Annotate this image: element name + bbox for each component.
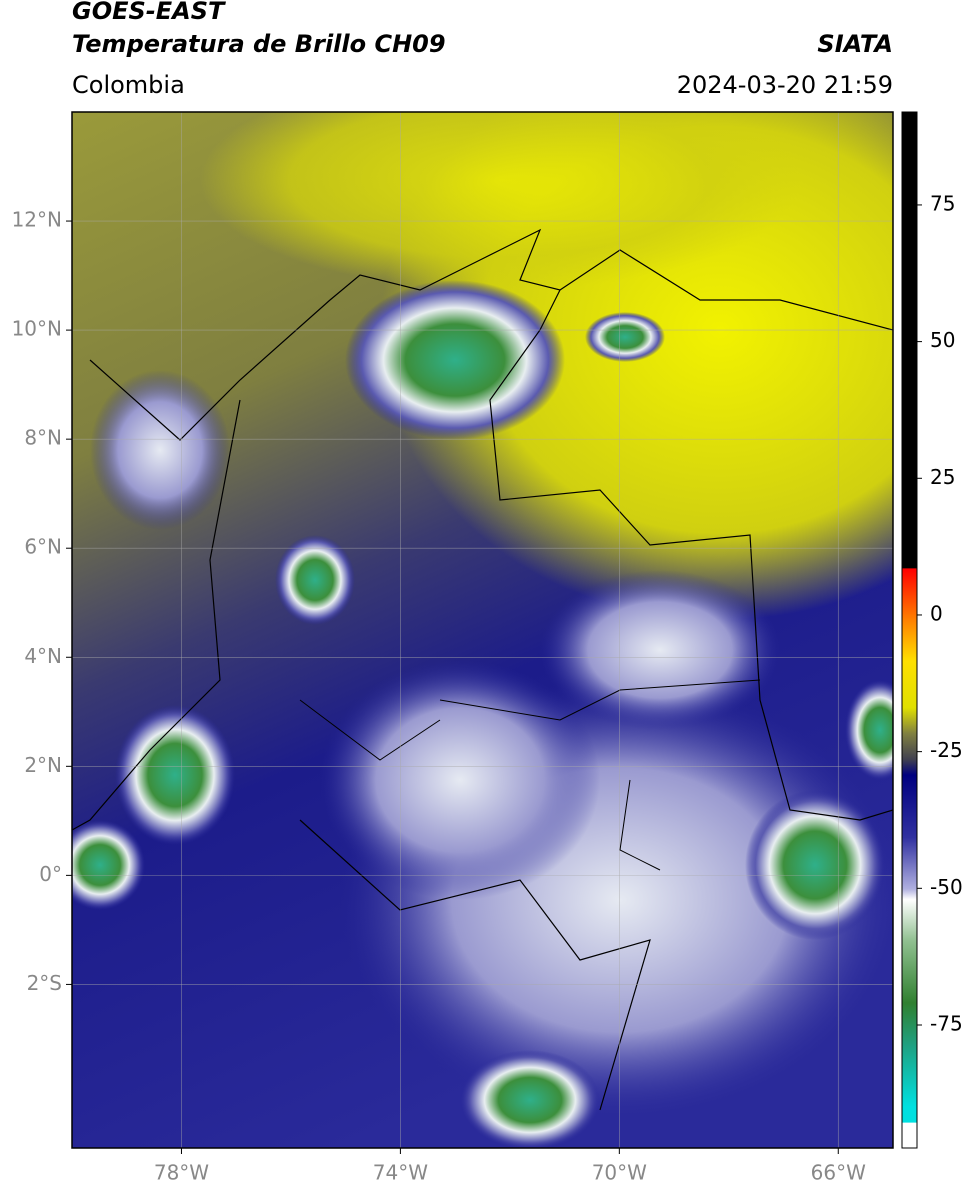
source-label: SIATA <box>817 30 893 58</box>
y-tick-label: 2°N <box>24 753 62 777</box>
datetime-label: 2024-03-20 21:59 <box>677 71 893 99</box>
x-tick-label: 70°W <box>592 1161 647 1185</box>
y-tick-label: 12°N <box>12 208 62 232</box>
x-tick-label: 78°W <box>154 1161 209 1185</box>
region-label: Colombia <box>72 71 185 99</box>
colorbar-tick-label: 25 <box>930 465 955 489</box>
y-tick-label: 8°N <box>24 426 62 450</box>
colorbar-tick-label: 50 <box>930 328 955 352</box>
product-title: Temperatura de Brillo CH09 <box>72 30 446 58</box>
x-tick-label: 74°W <box>373 1161 428 1185</box>
y-tick-label: 2°S <box>27 971 62 995</box>
map-frame <box>71 111 894 1149</box>
y-tick-label: 6°N <box>24 535 62 559</box>
satellite-title: GOES-EAST <box>72 0 226 25</box>
graticule <box>72 112 893 1148</box>
colorbar-tick-label: -50 <box>930 875 963 899</box>
colorbar-tick-label: 0 <box>930 601 943 625</box>
y-tick-label: 10°N <box>12 317 62 341</box>
satellite-image <box>72 112 893 1148</box>
colorbar-tick-label: -75 <box>930 1011 963 1035</box>
colorbar-tick-label: 75 <box>930 191 955 215</box>
y-tick-label: 0° <box>39 862 62 886</box>
x-tick-label: 66°W <box>811 1161 866 1185</box>
y-tick-label: 4°N <box>24 644 62 668</box>
colorbar <box>901 111 918 1149</box>
colorbar-tick-label: -25 <box>930 738 963 762</box>
